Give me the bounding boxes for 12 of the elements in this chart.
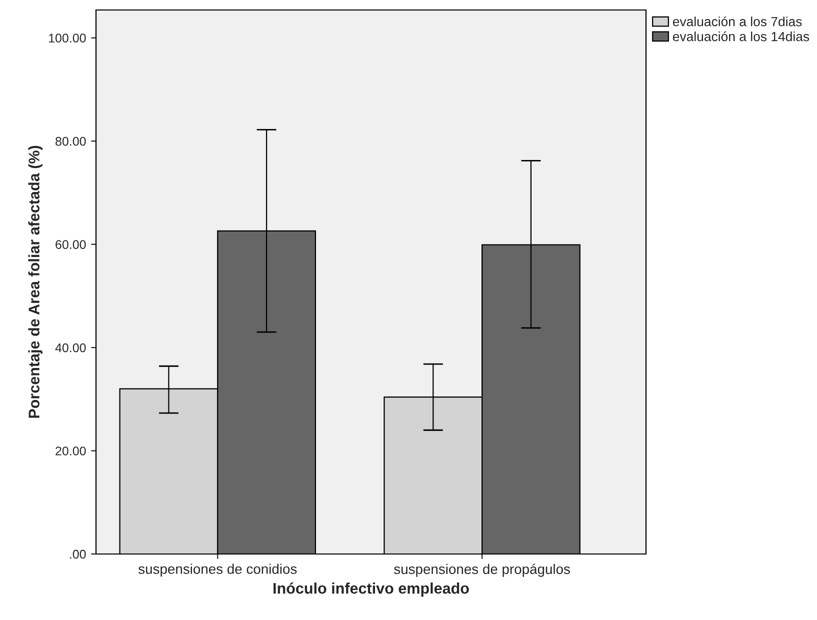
- y-tick-label: .00: [70, 550, 86, 559]
- legend-label: evaluación a los 14dias: [672, 31, 810, 42]
- y-tick-label: 60.00: [56, 240, 86, 249]
- y-tick-label: 20.00: [56, 446, 86, 456]
- y-tick-label: 40.00: [55, 343, 86, 352]
- x-tick-label: suspensiones de conidios: [138, 564, 297, 577]
- legend-label: evaluación a los 7dias: [672, 16, 802, 26]
- y-tick-label: 80.00: [56, 136, 86, 146]
- x-axis-title: Inóculo infectivo empleado: [274, 582, 469, 597]
- x-tick-label: suspensiones de propágulos: [394, 564, 570, 577]
- y-tick-label: 100.00: [49, 34, 86, 43]
- y-axis-title: Porcentaje de Area foliar afectada (%): [28, 146, 42, 418]
